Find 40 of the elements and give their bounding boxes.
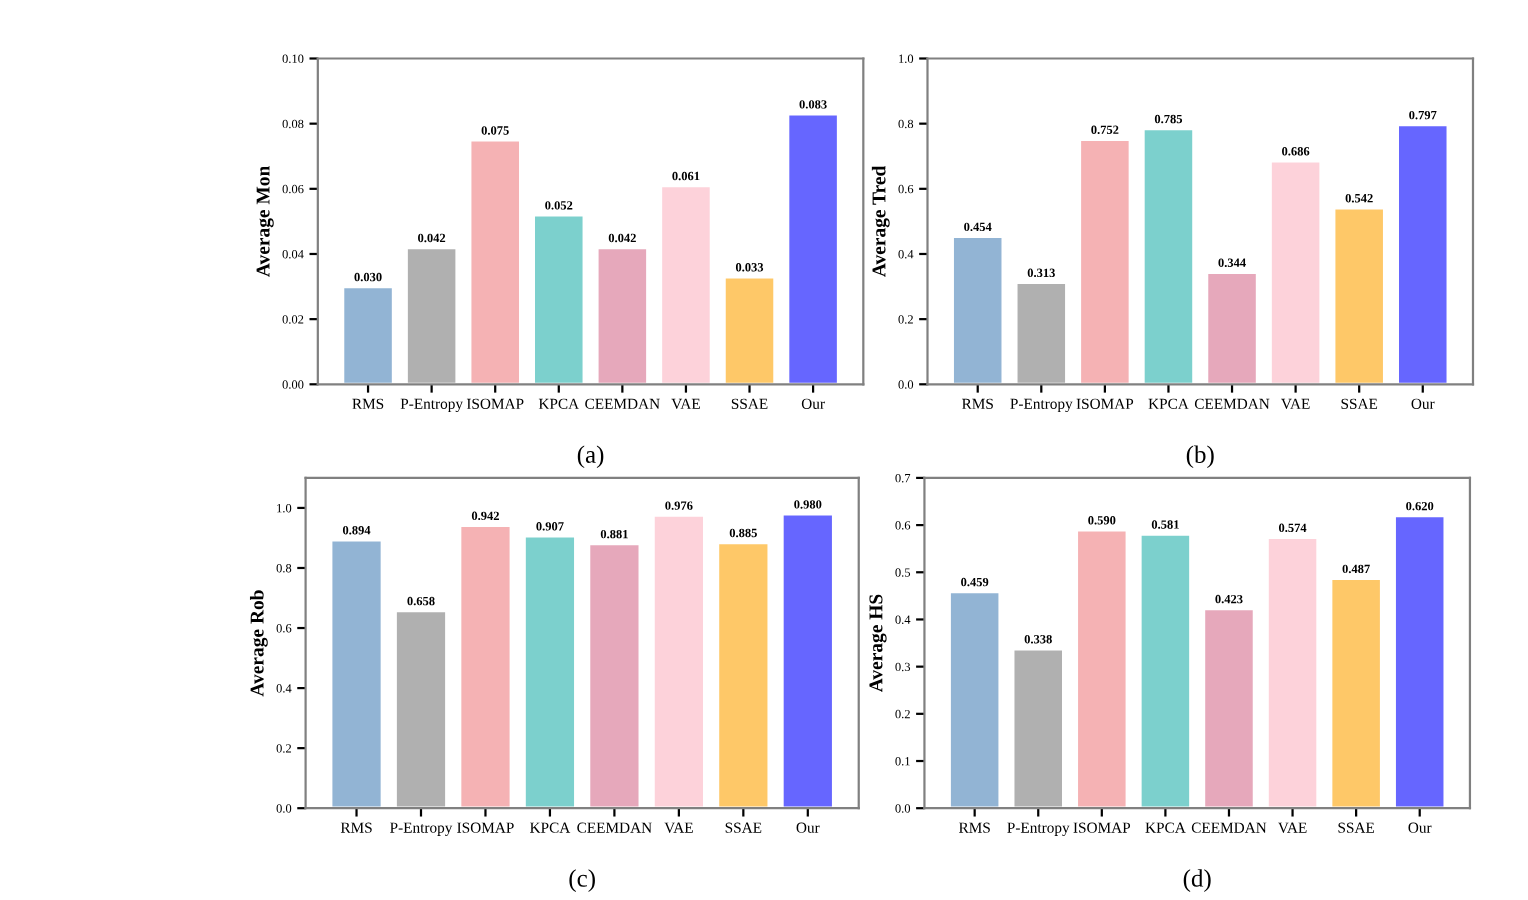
bar [947, 589, 1002, 809]
bar [1204, 270, 1260, 385]
bar [340, 284, 396, 385]
bar [715, 540, 771, 809]
bar [1201, 606, 1257, 809]
bar [1077, 137, 1132, 385]
bar [1265, 535, 1320, 809]
bar [329, 538, 384, 809]
bar [458, 523, 513, 809]
bar [1141, 126, 1196, 385]
bar [1014, 280, 1069, 385]
y-axis-title: Average HS [869, 594, 887, 693]
x-axis-title: (a) [577, 445, 604, 469]
bar [1392, 513, 1447, 809]
x-axis-title: (d) [1183, 869, 1211, 892]
bar [1011, 647, 1066, 809]
bar [1074, 528, 1129, 809]
x-axis-title: (c) [569, 869, 595, 892]
bar [1138, 532, 1193, 809]
y-axis-title: Average Mon [256, 165, 274, 277]
bar [1332, 206, 1387, 385]
bar [651, 513, 707, 809]
bar [531, 213, 586, 385]
x-axis-title: (b) [1186, 445, 1214, 469]
y-axis-title: Average Rob [249, 590, 268, 697]
bar [595, 245, 650, 385]
bar [468, 138, 523, 385]
y-axis-title: Average Tred [871, 165, 890, 277]
bar [950, 234, 1005, 385]
bar [722, 275, 777, 385]
bar [393, 608, 449, 809]
bar [1329, 576, 1384, 809]
bar [780, 512, 836, 809]
bar [785, 112, 841, 385]
bar [586, 541, 642, 809]
bar [1268, 159, 1323, 385]
bar [658, 183, 714, 385]
bar [522, 534, 578, 809]
bar [1395, 122, 1450, 385]
bar [404, 245, 459, 385]
